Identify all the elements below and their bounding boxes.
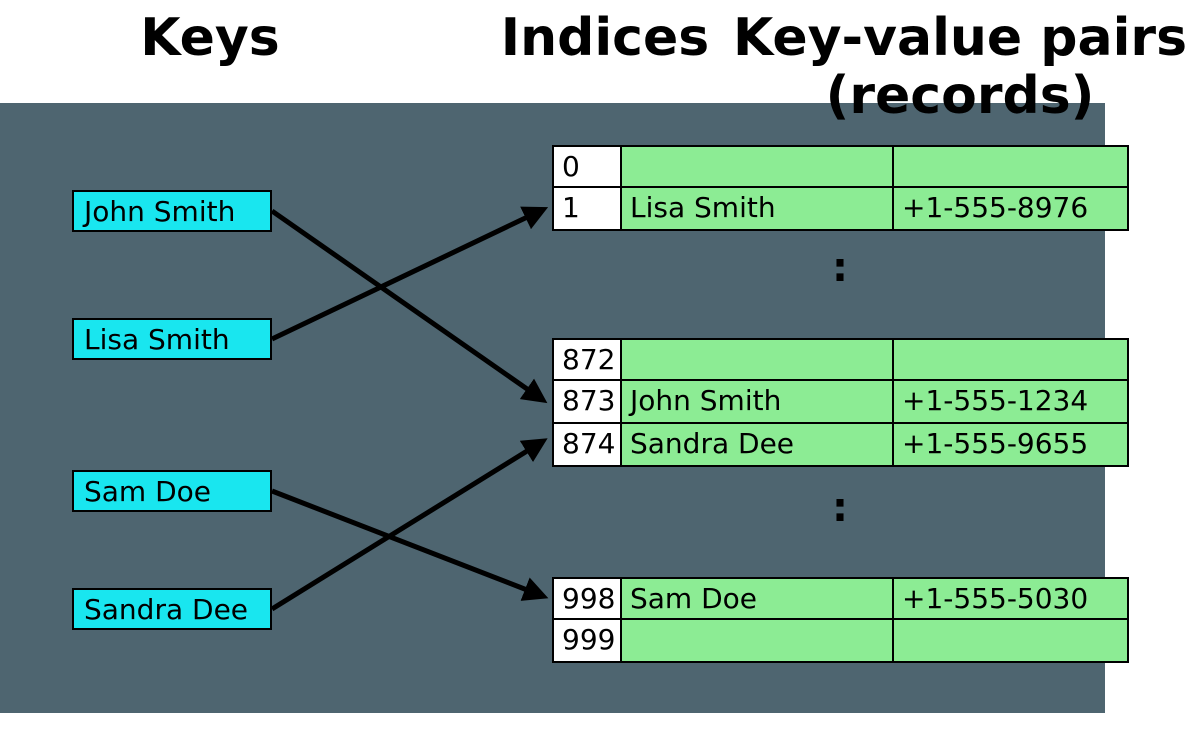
table-row: 998Sam Doe+1-555-5030 (552, 577, 1129, 620)
table-group: 998Sam Doe+1-555-5030999 (552, 577, 1129, 663)
phone-cell: +1-555-8976 (894, 188, 1129, 231)
index-cell: 874 (552, 424, 622, 467)
key-box: John Smith (72, 190, 272, 232)
index-cell: 999 (552, 620, 622, 663)
table-row: 1Lisa Smith+1-555-8976 (552, 188, 1129, 231)
index-cell: 0 (552, 145, 622, 188)
table-row: 874Sandra Dee+1-555-9655 (552, 424, 1129, 467)
heading-records-1: Key-value pairs (725, 10, 1195, 67)
name-cell: Sandra Dee (622, 424, 894, 467)
phone-cell: +1-555-5030 (894, 577, 1129, 620)
index-cell: 872 (552, 338, 622, 381)
phone-cell: +1-555-1234 (894, 381, 1129, 424)
key-box: Sam Doe (72, 470, 272, 512)
table-group: 872873John Smith+1-555-1234874Sandra Dee… (552, 338, 1129, 467)
phone-cell: +1-555-9655 (894, 424, 1129, 467)
name-cell: Lisa Smith (622, 188, 894, 231)
table-row: 873John Smith+1-555-1234 (552, 381, 1129, 424)
name-cell: Sam Doe (622, 577, 894, 620)
phone-cell (894, 145, 1129, 188)
vertical-ellipsis-icon: : (832, 245, 848, 291)
name-cell (622, 145, 894, 188)
diagram-stage: Keys Indices Key-value pairs (records) J… (0, 0, 1200, 748)
table-row: 872 (552, 338, 1129, 381)
phone-cell (894, 620, 1129, 663)
name-cell (622, 338, 894, 381)
name-cell (622, 620, 894, 663)
heading-keys: Keys (100, 10, 320, 67)
index-cell: 998 (552, 577, 622, 620)
heading-records-2: (records) (725, 68, 1195, 125)
table-row: 0 (552, 145, 1129, 188)
table-group: 01Lisa Smith+1-555-8976 (552, 145, 1129, 231)
phone-cell (894, 338, 1129, 381)
name-cell: John Smith (622, 381, 894, 424)
vertical-ellipsis-icon: : (832, 485, 848, 531)
index-cell: 1 (552, 188, 622, 231)
key-box: Lisa Smith (72, 318, 272, 360)
key-box: Sandra Dee (72, 588, 272, 630)
index-cell: 873 (552, 381, 622, 424)
heading-indices: Indices (475, 10, 735, 67)
table-row: 999 (552, 620, 1129, 663)
